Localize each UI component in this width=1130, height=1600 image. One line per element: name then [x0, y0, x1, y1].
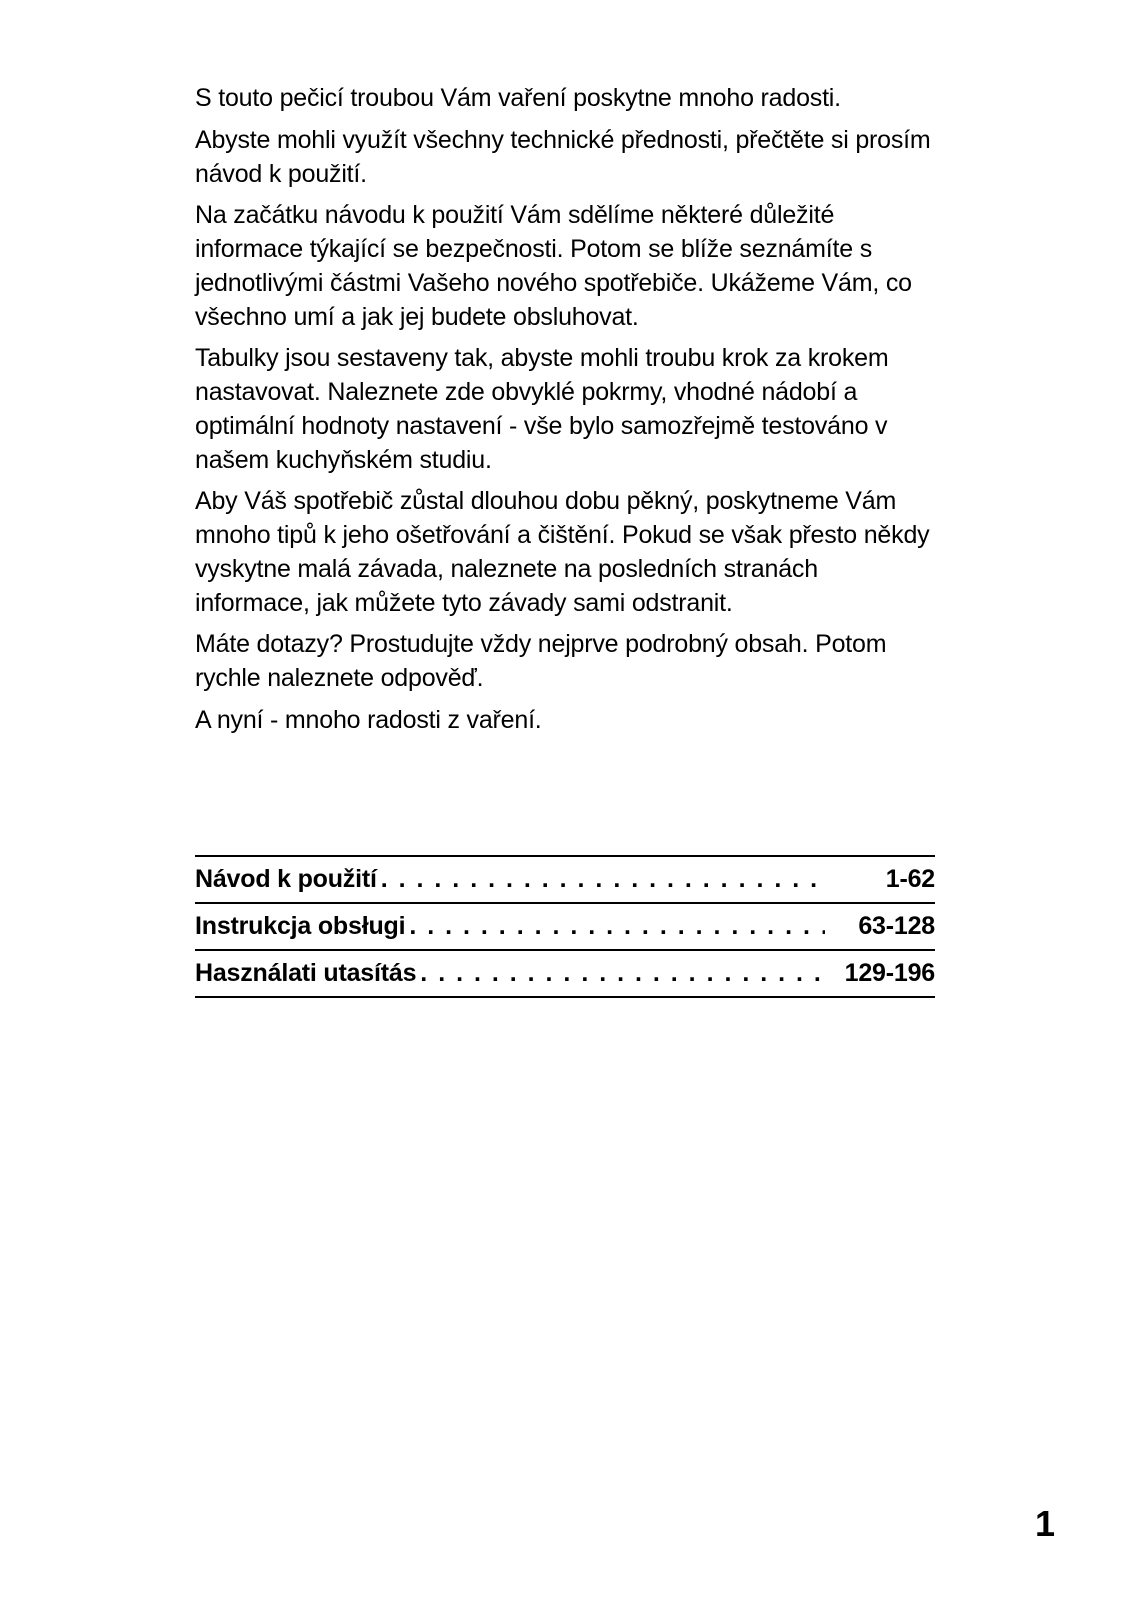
- toc-dots: . . . . . . . . . . . . . . . . . . . . …: [416, 959, 825, 988]
- paragraph: S touto pečicí troubou Vám vaření poskyt…: [195, 82, 935, 116]
- toc-pages: 129-196: [825, 959, 935, 988]
- paragraph: Tabulky jsou sestaveny tak, abyste mohli…: [195, 342, 935, 477]
- toc-row: Instrukcja obsługi . . . . . . . . . . .…: [195, 902, 935, 949]
- body-text-block: S touto pečicí troubou Vám vaření poskyt…: [195, 82, 935, 746]
- paragraph: Máte dotazy? Prostudujte vždy nejprve po…: [195, 628, 935, 696]
- toc-dots: . . . . . . . . . . . . . . . . . . . . …: [405, 912, 825, 941]
- toc-pages: 1-62: [825, 865, 935, 894]
- toc-label: Návod k použití: [195, 865, 377, 894]
- toc-row: Használati utasítás . . . . . . . . . . …: [195, 949, 935, 998]
- toc-pages: 63-128: [825, 912, 935, 941]
- table-of-contents: Návod k použití . . . . . . . . . . . . …: [195, 855, 935, 998]
- paragraph: A nyní - mnoho radosti z vaření.: [195, 704, 935, 738]
- paragraph: Aby Váš spotřebič zůstal dlouhou dobu pě…: [195, 485, 935, 620]
- paragraph: Abyste mohli využít všechny technické př…: [195, 124, 935, 192]
- paragraph: Na začátku návodu k použití Vám sdělíme …: [195, 199, 935, 334]
- page-number: 1: [1035, 1503, 1055, 1545]
- toc-dots: . . . . . . . . . . . . . . . . . . . . …: [377, 865, 825, 894]
- toc-label: Használati utasítás: [195, 959, 416, 988]
- toc-row: Návod k použití . . . . . . . . . . . . …: [195, 855, 935, 902]
- toc-label: Instrukcja obsługi: [195, 912, 405, 941]
